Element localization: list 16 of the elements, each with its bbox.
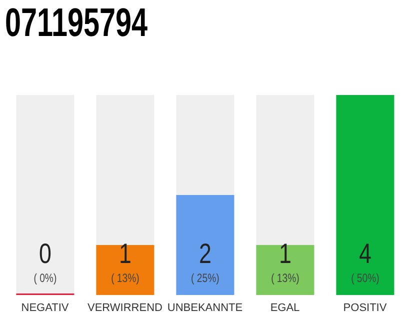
annotation: ( 25%) bbox=[191, 272, 220, 286]
x-tick-label: POSITIV bbox=[343, 302, 388, 314]
annotation: ( 13%) bbox=[271, 272, 300, 286]
data-label: 1 bbox=[278, 238, 292, 270]
annotation: ( 0%) bbox=[34, 272, 57, 286]
x-tick-label: NEGATIV bbox=[21, 302, 70, 314]
data-label: 0 bbox=[38, 238, 52, 270]
annotation: ( 13%) bbox=[111, 272, 140, 286]
x-tick-label: EGAL bbox=[270, 302, 300, 314]
chart-title: 071195794 bbox=[5, 0, 148, 46]
annotation: ( 50%) bbox=[351, 272, 380, 286]
x-tick-label: UNBEKANNTE bbox=[167, 302, 243, 314]
data-label: 2 bbox=[198, 238, 212, 270]
data-label: 4 bbox=[358, 238, 372, 270]
data-label: 1 bbox=[118, 238, 132, 270]
x-tick-label: VERWIRREND bbox=[88, 302, 163, 314]
